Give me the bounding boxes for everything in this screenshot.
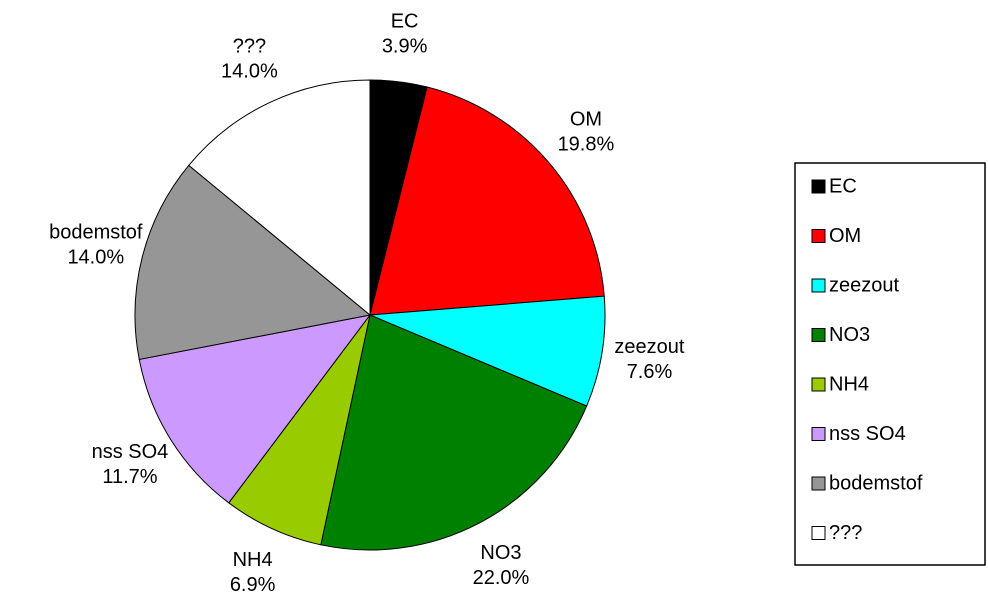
slice-value-label: 6.9% (230, 574, 276, 596)
pie-slice (188, 79, 371, 317)
legend-box (794, 162, 986, 566)
slice-value-label: 3.9% (382, 35, 428, 57)
legend-label: bodemstof (829, 472, 923, 494)
legend-label: zeezout (829, 274, 899, 296)
legend-swatch (811, 328, 826, 342)
legend-swatch (811, 179, 826, 194)
slice-label: bodemstof (49, 221, 143, 243)
slice-value-label: 7.6% (627, 361, 673, 383)
slice-label: ??? (233, 35, 266, 57)
slice-value-label: 14.0% (67, 246, 124, 268)
legend-swatch (811, 526, 826, 540)
pie-slice (138, 314, 372, 504)
legend-label: nss SO4 (829, 423, 906, 445)
legend-label: ??? (829, 522, 862, 544)
slice-value-label: 11.7% (102, 466, 157, 488)
legend-label: EC (829, 175, 857, 197)
legend-label: NH4 (829, 373, 869, 395)
slice-value-label: 19.8% (558, 133, 615, 155)
slice-label: EC (391, 10, 419, 32)
slice-label: NO3 (480, 542, 521, 564)
slice-label: zeezout (614, 336, 684, 358)
slice-value-label: 22.0% (473, 567, 530, 589)
pie-slice (320, 314, 588, 551)
legend-label: NO3 (829, 324, 870, 346)
pie-slice (134, 164, 372, 361)
slice-value-label: 14.0% (221, 60, 278, 82)
pie-slice (369, 86, 605, 316)
slice-label: NH4 (233, 549, 273, 571)
pie-slice (369, 295, 606, 407)
legend-swatch (811, 377, 826, 392)
legend-swatch (811, 229, 826, 243)
slice-label: nss SO4 (92, 441, 169, 463)
slice-label: OM (570, 108, 602, 130)
legend-swatch (811, 476, 826, 491)
legend-label: OM (829, 225, 861, 247)
legend-swatch (811, 427, 826, 441)
legend-swatch (811, 278, 826, 293)
